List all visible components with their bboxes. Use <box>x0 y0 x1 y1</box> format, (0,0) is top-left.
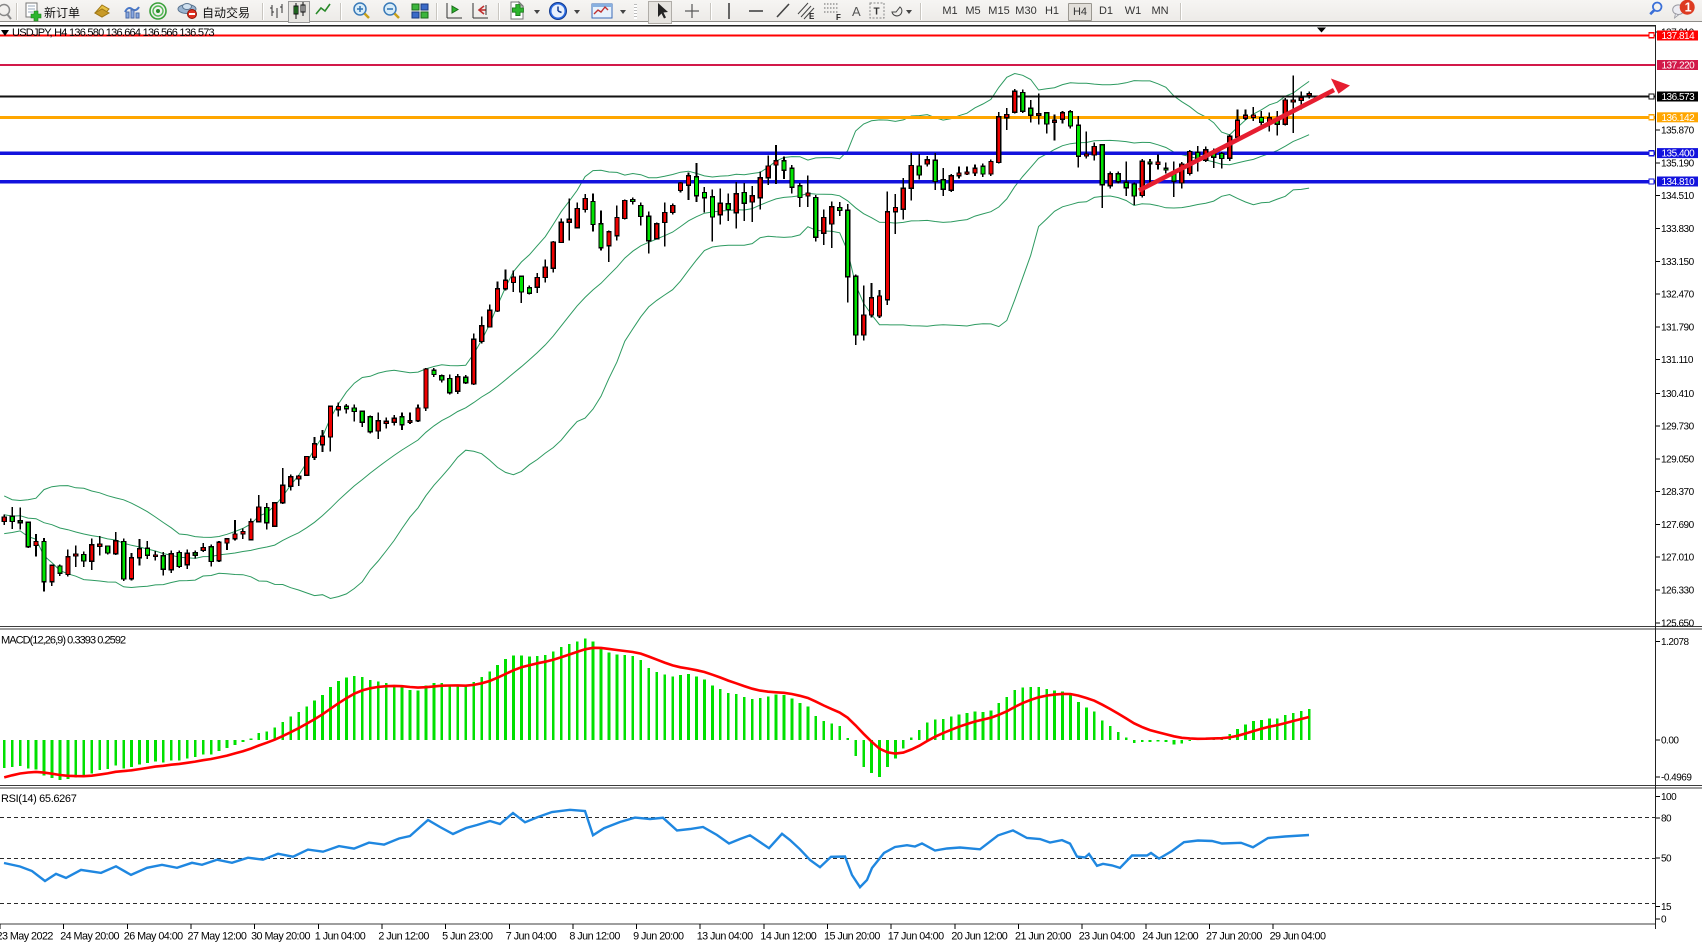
svg-text:133.830: 133.830 <box>1661 224 1695 235</box>
svg-text:14 Jun 12:00: 14 Jun 12:00 <box>760 931 816 943</box>
svg-text:23 May 2022: 23 May 2022 <box>0 931 53 943</box>
svg-text:24 May 20:00: 24 May 20:00 <box>60 931 119 943</box>
svg-text:126.330: 126.330 <box>1661 586 1695 597</box>
svg-text:136.573: 136.573 <box>1662 92 1696 103</box>
svg-text:RSI(14) 65.6267: RSI(14) 65.6267 <box>1 793 77 805</box>
svg-text:USDJPY, H4 136.580 136.664 13: USDJPY, H4 136.580 136.664 136.566 136.5… <box>12 27 215 39</box>
svg-text:27 Jun 20:00: 27 Jun 20:00 <box>1206 931 1262 943</box>
svg-text:137.814: 137.814 <box>1662 31 1696 42</box>
svg-text:23 Jun 04:00: 23 Jun 04:00 <box>1079 931 1135 943</box>
svg-text:26 May 04:00: 26 May 04:00 <box>124 931 183 943</box>
svg-text:100: 100 <box>1661 792 1677 803</box>
svg-text:20 Jun 12:00: 20 Jun 12:00 <box>951 931 1007 943</box>
svg-text:F: F <box>836 13 841 22</box>
svg-text:129.730: 129.730 <box>1661 422 1695 433</box>
svg-text:-0.4969: -0.4969 <box>1661 773 1692 784</box>
svg-text:13 Jun 04:00: 13 Jun 04:00 <box>697 931 753 943</box>
svg-text:8 Jun 12:00: 8 Jun 12:00 <box>569 931 620 943</box>
svg-text:135.870: 135.870 <box>1661 126 1695 137</box>
svg-text:135.400: 135.400 <box>1662 149 1696 160</box>
svg-text:15: 15 <box>1661 902 1672 913</box>
svg-text:131.110: 131.110 <box>1661 355 1694 366</box>
svg-text:29 Jun 04:00: 29 Jun 04:00 <box>1270 931 1326 943</box>
svg-text:132.470: 132.470 <box>1661 290 1695 301</box>
svg-text:24 Jun 12:00: 24 Jun 12:00 <box>1142 931 1198 943</box>
svg-text:131.790: 131.790 <box>1661 322 1695 333</box>
svg-text:129.050: 129.050 <box>1661 454 1695 465</box>
svg-text:5 Jun 23:00: 5 Jun 23:00 <box>442 931 493 943</box>
svg-text:137.220: 137.220 <box>1662 61 1696 72</box>
svg-text:21 Jun 20:00: 21 Jun 20:00 <box>1015 931 1071 943</box>
svg-text:134.510: 134.510 <box>1661 191 1695 202</box>
svg-text:130.410: 130.410 <box>1661 389 1695 400</box>
svg-text:7 Jun 04:00: 7 Jun 04:00 <box>506 931 557 943</box>
svg-text:127.010: 127.010 <box>1661 553 1695 564</box>
svg-text:9 Jun 20:00: 9 Jun 20:00 <box>633 931 684 943</box>
svg-text:E: E <box>809 12 815 21</box>
svg-text:125.650: 125.650 <box>1661 618 1695 629</box>
svg-text:134.810: 134.810 <box>1662 177 1696 188</box>
svg-text:1: 1 <box>1685 1 1692 15</box>
svg-text:2 Jun 12:00: 2 Jun 12:00 <box>378 931 429 943</box>
svg-text:133.150: 133.150 <box>1661 257 1695 268</box>
svg-text:27 May 12:00: 27 May 12:00 <box>188 931 247 943</box>
svg-text:1.2078: 1.2078 <box>1661 637 1690 648</box>
svg-text:136.142: 136.142 <box>1662 113 1696 124</box>
svg-text:0: 0 <box>1661 914 1667 925</box>
svg-text:1 Jun 04:00: 1 Jun 04:00 <box>315 931 366 943</box>
svg-text:0.00: 0.00 <box>1661 736 1679 747</box>
svg-text:50: 50 <box>1661 854 1672 865</box>
svg-text:17 Jun 04:00: 17 Jun 04:00 <box>888 931 944 943</box>
svg-text:135.190: 135.190 <box>1661 159 1695 170</box>
svg-text:15 Jun 20:00: 15 Jun 20:00 <box>824 931 880 943</box>
svg-text:128.370: 128.370 <box>1661 487 1695 498</box>
svg-text:MACD(12,26,9) 0.3393 0.2592: MACD(12,26,9) 0.3393 0.2592 <box>1 635 126 647</box>
svg-text:30 May 20:00: 30 May 20:00 <box>251 931 310 943</box>
svg-text:T: T <box>874 7 880 18</box>
svg-text:127.690: 127.690 <box>1661 520 1695 531</box>
svg-text:80: 80 <box>1661 814 1672 825</box>
